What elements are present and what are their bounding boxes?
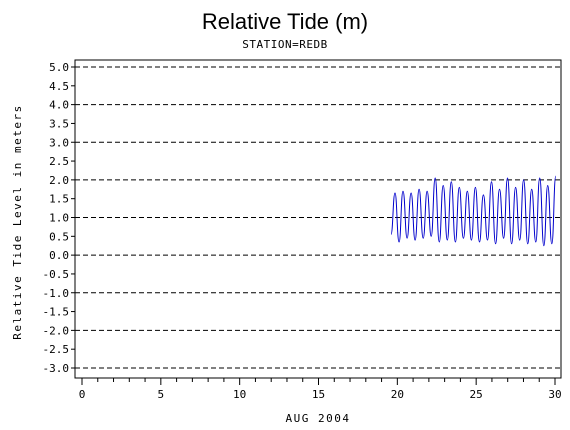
y-tick-label: -0.5 bbox=[43, 268, 70, 281]
chart-title: Relative Tide (m) bbox=[202, 9, 368, 34]
y-tick-label: 2.0 bbox=[49, 174, 69, 187]
x-tick-label: 25 bbox=[470, 388, 483, 401]
y-tick-label: -1.5 bbox=[43, 306, 70, 319]
x-tick-label: 0 bbox=[79, 388, 86, 401]
y-tick-label: -1.0 bbox=[43, 287, 70, 300]
y-tick-label: 2.5 bbox=[49, 155, 69, 168]
x-tick-label: 5 bbox=[158, 388, 165, 401]
y-tick-label: -3.0 bbox=[43, 362, 70, 375]
y-tick-label: 3.5 bbox=[49, 117, 69, 130]
y-tick-label: 4.5 bbox=[49, 80, 69, 93]
x-tick-label: 20 bbox=[391, 388, 404, 401]
x-tick-label: 15 bbox=[312, 388, 325, 401]
y-tick-label: -2.5 bbox=[43, 343, 70, 356]
gridlines bbox=[75, 66, 561, 369]
chart-subtitle: STATION=REDB bbox=[242, 38, 327, 51]
x-tick-label: 30 bbox=[548, 388, 561, 401]
x-axis: 0 5 10 15 20 25 30 bbox=[79, 378, 562, 401]
x-tick-label: 10 bbox=[233, 388, 246, 401]
series-layer bbox=[390, 175, 557, 247]
y-axis: 5.0 4.5 4.0 3.5 3.0 2.5 2.0 1.5 1.0 0.5 0.0 -0.5 -1.… bbox=[43, 61, 75, 375]
y-tick-label: 1.0 bbox=[49, 212, 69, 225]
y-tick-label: 3.0 bbox=[49, 136, 69, 149]
y-tick-label: -2.0 bbox=[43, 324, 70, 337]
y-tick-label: 0.5 bbox=[49, 230, 69, 243]
y-tick-label: 5.0 bbox=[49, 61, 69, 74]
y-tick-label: 4.0 bbox=[49, 99, 69, 112]
y-tick-label: 1.5 bbox=[49, 193, 69, 206]
x-axis-label: AUG 2004 bbox=[286, 412, 351, 425]
y-axis-label: Relative Tide Level in meters bbox=[11, 104, 24, 340]
tide-series-line bbox=[390, 175, 557, 247]
y-tick-label: 0.0 bbox=[49, 249, 69, 262]
